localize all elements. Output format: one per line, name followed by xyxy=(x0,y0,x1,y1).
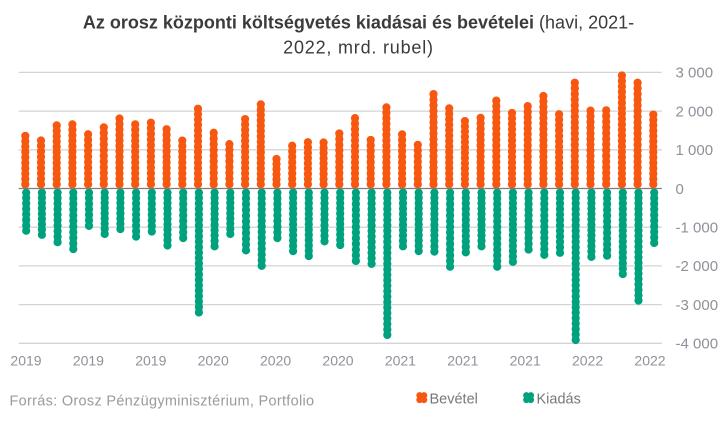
svg-text:0: 0 xyxy=(676,181,684,198)
svg-text:-4 000: -4 000 xyxy=(676,336,719,353)
svg-text:-3 000: -3 000 xyxy=(676,297,719,314)
svg-text:-2 000: -2 000 xyxy=(676,258,719,275)
svg-text:2019: 2019 xyxy=(135,352,166,368)
svg-text:2021: 2021 xyxy=(385,352,416,368)
svg-text:2019: 2019 xyxy=(73,352,104,368)
svg-text:-1 000: -1 000 xyxy=(676,220,719,237)
svg-text:2021: 2021 xyxy=(447,352,478,368)
svg-text:1 000: 1 000 xyxy=(676,142,714,159)
svg-text:2020: 2020 xyxy=(260,352,291,368)
svg-text:Kiadás: Kiadás xyxy=(537,392,581,408)
svg-text:Bevétel: Bevétel xyxy=(430,392,478,408)
svg-text:2021: 2021 xyxy=(510,352,541,368)
svg-text:2020: 2020 xyxy=(198,352,229,368)
svg-text:Az orosz központi költségvetés: Az orosz központi költségvetés kiadásai … xyxy=(83,13,634,33)
svg-text:2022: 2022 xyxy=(572,352,603,368)
svg-text:2020: 2020 xyxy=(322,352,353,368)
svg-text:3 000: 3 000 xyxy=(676,65,714,82)
svg-text:2022: 2022 xyxy=(634,352,665,368)
svg-text:Forrás: Orosz Pénzügyminisztér: Forrás: Orosz Pénzügyminisztérium, Portf… xyxy=(10,394,315,410)
svg-text:2019: 2019 xyxy=(10,352,41,368)
svg-text:2022, mrd. rubel): 2022, mrd. rubel) xyxy=(283,37,434,57)
svg-text:2 000: 2 000 xyxy=(676,103,714,120)
